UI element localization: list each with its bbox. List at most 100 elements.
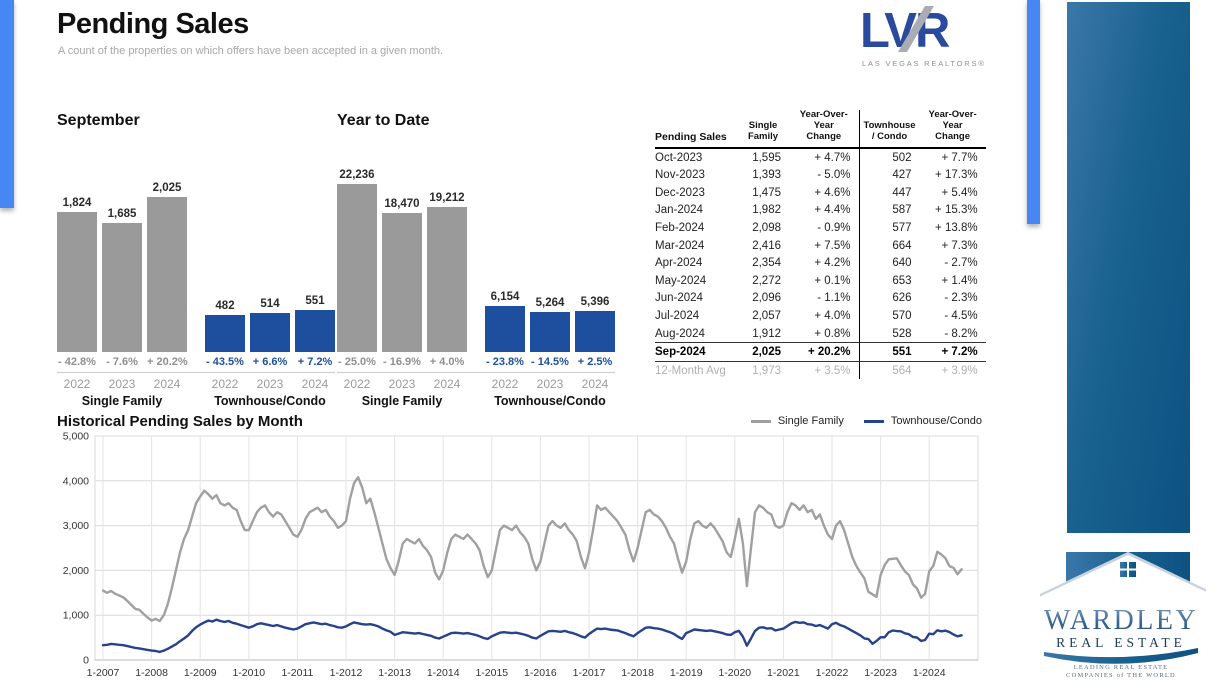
table-cell: 1,973 (752, 364, 781, 377)
bar-year-label: 2023 (536, 377, 564, 391)
bar (427, 206, 467, 352)
bar (337, 184, 377, 352)
bar-value-label: 19,212 (429, 191, 465, 204)
group-label-row: Single Family Townhouse/Condo (337, 394, 615, 408)
table-header-cell: Year-Over-Year Change (789, 109, 859, 149)
right-blue-panel (1067, 2, 1190, 533)
x-axis-tick-label: 1-2014 (427, 667, 460, 679)
table-cell: - 0.9% (817, 221, 851, 234)
bar-year-label: 2022 (343, 377, 371, 391)
table-header: Pending Sales Single Family Year-Over-Year C… (655, 109, 986, 149)
table-cell: Aug-2024 (655, 327, 705, 340)
x-axis-tick-label: 1-2015 (475, 667, 508, 679)
table-cell: + 0.8% (814, 327, 851, 340)
table-cell: 2,098 (752, 221, 781, 234)
right-accent-strip (1027, 0, 1040, 224)
table-cell: + 4.7% (814, 151, 851, 164)
header-line: Family (747, 130, 779, 142)
y-axis-tick-label: 3,000 (63, 520, 89, 532)
bar-value-label: 1,685 (107, 208, 137, 220)
bar (530, 312, 570, 352)
table-cell: 2,354 (752, 257, 781, 270)
bar-year-label: 2023 (108, 377, 136, 391)
table-cell: 1,393 (752, 169, 781, 182)
bar (382, 212, 422, 352)
bar-pct-label: + 6.6% (252, 356, 288, 368)
bar-pct-label: + 20.2% (147, 356, 188, 368)
y-axis-tick-label: 2,000 (63, 565, 89, 577)
lvr-logo-tagline: LAS VEGAS REALTORS® (862, 59, 986, 68)
table-row: Dec-2023 1,475 + 4.6% 447 + 5.4% (655, 183, 986, 202)
bar-column: 5,264 (530, 297, 570, 352)
header-line: Year-Over-Year (928, 109, 977, 131)
legend-label-single-family: Single Family (777, 415, 844, 427)
table-cell: 2,025 (737, 342, 789, 362)
bar-value-label: 5,396 (580, 296, 610, 309)
table-row: May-2024 2,272 + 0.1% 653 + 1.4% (655, 271, 986, 290)
lvr-logo: LVR LAS VEGAS REALTORS® (860, 4, 990, 68)
bar-group-label: Townhouse/Condo (214, 394, 326, 408)
table-cell: 502 (858, 147, 920, 167)
table-cell: + 7.2% (919, 342, 986, 362)
x-axis-tick-label: 1-2023 (864, 667, 897, 679)
legend-swatch-single-family (750, 419, 771, 423)
table-row: Feb-2024 2,098 - 0.9% 577 + 13.8% (655, 219, 986, 237)
bar (575, 311, 615, 352)
table-cell: - 1.1% (817, 292, 851, 305)
header-line: Single (748, 119, 778, 131)
group-label-row: Single Family Townhouse/Condo (57, 394, 335, 408)
bar-column: 2,025 (147, 182, 187, 352)
bar-column: 6,154 (485, 291, 525, 352)
table-row: Jun-2024 2,096 - 1.1% 626 - 2.3% (655, 289, 986, 308)
page-subtitle: A count of the properties on which offer… (58, 45, 444, 57)
pending-sales-table: Pending Sales Single Family Year-Over-Year C… (655, 109, 986, 380)
table-cell: 2,416 (752, 239, 781, 252)
bar-year-label: 2022 (211, 377, 239, 391)
historical-chart-svg: 0 1,000 2,000 3,000 4,000 5,000 1-2007 1-2008 1-… (63, 431, 979, 679)
bar (57, 212, 97, 352)
pct-row: - 25.0% - 16.9% + 4.0% - 23.8% - 14.5% + 2.5% (337, 352, 615, 372)
series-line-townhouse-condo (101, 618, 963, 654)
y-axis-tick-label: 5,000 (63, 432, 89, 443)
wardley-logo-icon: WARDLEY REAL ESTATE LEADING REAL ESTATE … (1040, 552, 1216, 679)
table-cell: Apr-2024 (655, 257, 703, 270)
table-row: Nov-2023 1,393 - 5.0% 427 + 17.3% (655, 166, 986, 184)
legend-swatch-townhouse-condo (863, 419, 884, 423)
table-cell: Jun-2024 (655, 292, 703, 305)
table-header-cell: Year-Over-Year Change (919, 109, 986, 149)
series-line-single-family (101, 476, 963, 623)
bar-group-label: Single Family (81, 394, 163, 408)
table-cell: 1,475 (752, 186, 781, 199)
x-axis-tick-label: 1-2007 (87, 667, 120, 679)
x-axis-tick-label: 1-2008 (135, 667, 168, 679)
table-cell: + 17.3% (935, 169, 978, 182)
table-cell: 2,272 (752, 274, 781, 287)
bar-column: 551 (295, 295, 335, 352)
table-cell: 626 (858, 289, 920, 308)
pct-row: - 42.8% - 7.6% + 20.2% - 43.5% + 6.6% + 7.2% (57, 352, 335, 372)
table-row: Mar-2024 2,416 + 7.5% 664 + 7.3% (655, 236, 986, 255)
table-cell: 587 (858, 201, 920, 220)
bar-pct-label: + 2.5% (577, 356, 613, 368)
table-cell: 427 (858, 166, 920, 184)
bar-chart-title: Year to Date (337, 112, 430, 129)
bar (205, 315, 245, 352)
table-header-cell: Pending Sales (655, 110, 737, 149)
bar-column: 514 (250, 298, 290, 352)
bar-column: 1,824 (57, 197, 97, 352)
table-cell: + 13.8% (935, 221, 978, 234)
bar-pct-label: - 43.5% (206, 356, 244, 368)
table-cell: Mar-2024 (655, 239, 705, 252)
bar-column: 18,470 (382, 198, 422, 352)
table-cell: + 7.7% (941, 151, 978, 164)
table-cell: + 7.5% (814, 239, 851, 252)
table-row: Oct-2023 1,595 + 4.7% 502 + 7.7% (655, 147, 986, 167)
bar (485, 305, 525, 352)
table-cell: Oct-2023 (655, 151, 703, 164)
table-cell: 2,057 (752, 309, 781, 322)
table-cell: 2,096 (752, 292, 781, 305)
x-axis-tick-label: 1-2013 (378, 667, 411, 679)
bar-year-label: 2024 (433, 377, 461, 391)
table-row: Aug-2024 1,912 + 0.8% 528 - 8.2% (655, 324, 986, 343)
